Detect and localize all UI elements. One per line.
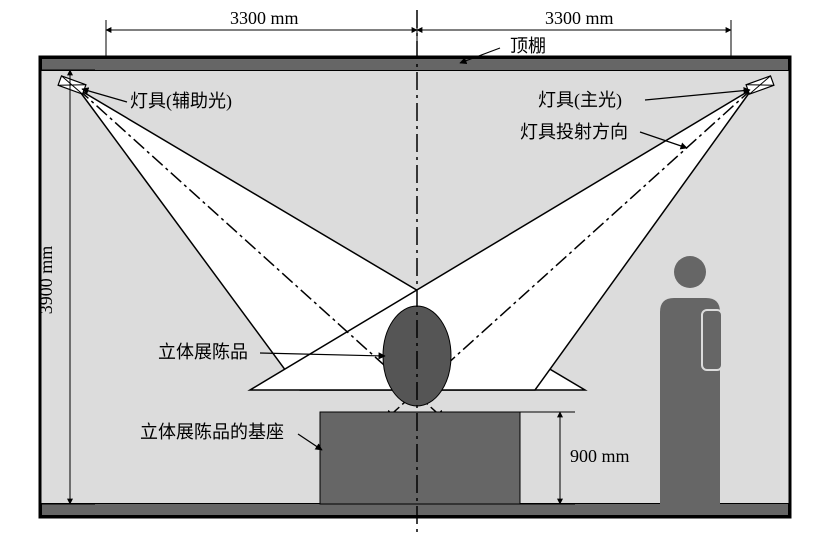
label-auxLight: 灯具(辅助光) — [130, 91, 232, 112]
dim-base-height: 900 mm — [570, 446, 630, 466]
dim-top-right: 3300 mm — [545, 8, 614, 28]
label-ceiling: 顶棚 — [510, 36, 546, 56]
display-base — [320, 412, 520, 504]
label-artifactLabel: 立体展陈品 — [158, 342, 248, 362]
label-beamDir: 灯具投射方向 — [520, 122, 628, 142]
label-mainLight: 灯具(主光) — [538, 90, 622, 111]
dim-height-left: 3900 mm — [36, 246, 56, 315]
diagram-canvas: 3300 mm 3300 mm 3900 mm 900 mm 顶棚灯具(辅助光) 灯具(… — [0, 0, 824, 539]
dim-top-left: 3300 mm — [230, 8, 299, 28]
label-baseLabel: 立体展陈品的基座 — [140, 422, 284, 442]
